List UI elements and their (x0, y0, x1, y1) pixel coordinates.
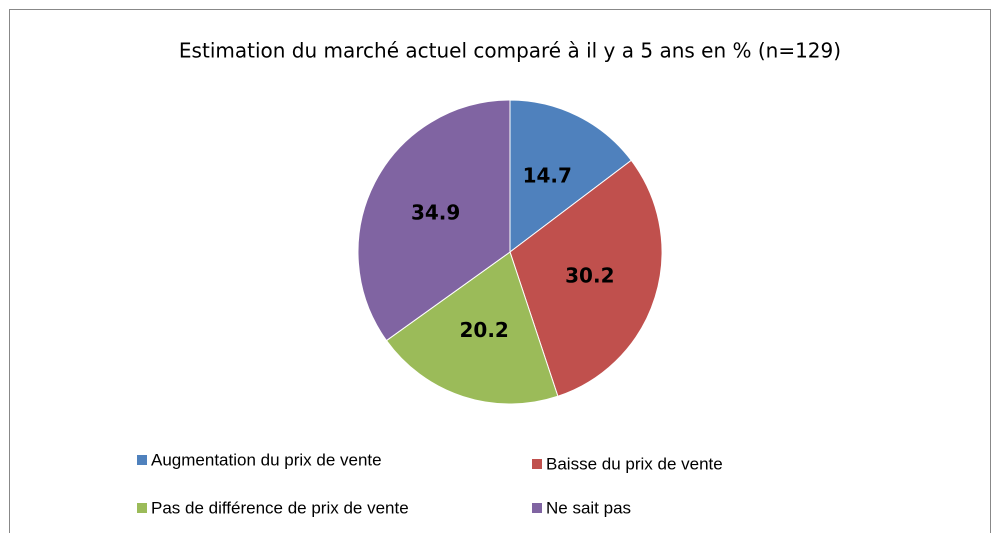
data-label: 14.7 (523, 164, 572, 188)
legend-label: Baisse du prix de vente (546, 454, 723, 473)
legend-swatch (532, 503, 542, 513)
legend-swatch (532, 459, 542, 469)
pie-slice (385, 251, 559, 405)
chart-title: Estimation du marché actuel comparé à il… (179, 39, 841, 63)
pie-slice (509, 159, 663, 397)
legend-swatch (137, 455, 147, 465)
legend-label: Ne sait pas (546, 498, 631, 517)
data-label: 20.2 (459, 318, 508, 342)
data-label: 30.2 (565, 263, 614, 287)
legend-swatch (137, 503, 147, 513)
legend-label: Pas de différence de prix de vente (151, 498, 409, 517)
data-label: 34.9 (411, 200, 460, 224)
pie-slice (357, 99, 511, 342)
pie-slice (509, 99, 632, 254)
legend-label: Augmentation du prix de vente (151, 450, 382, 469)
